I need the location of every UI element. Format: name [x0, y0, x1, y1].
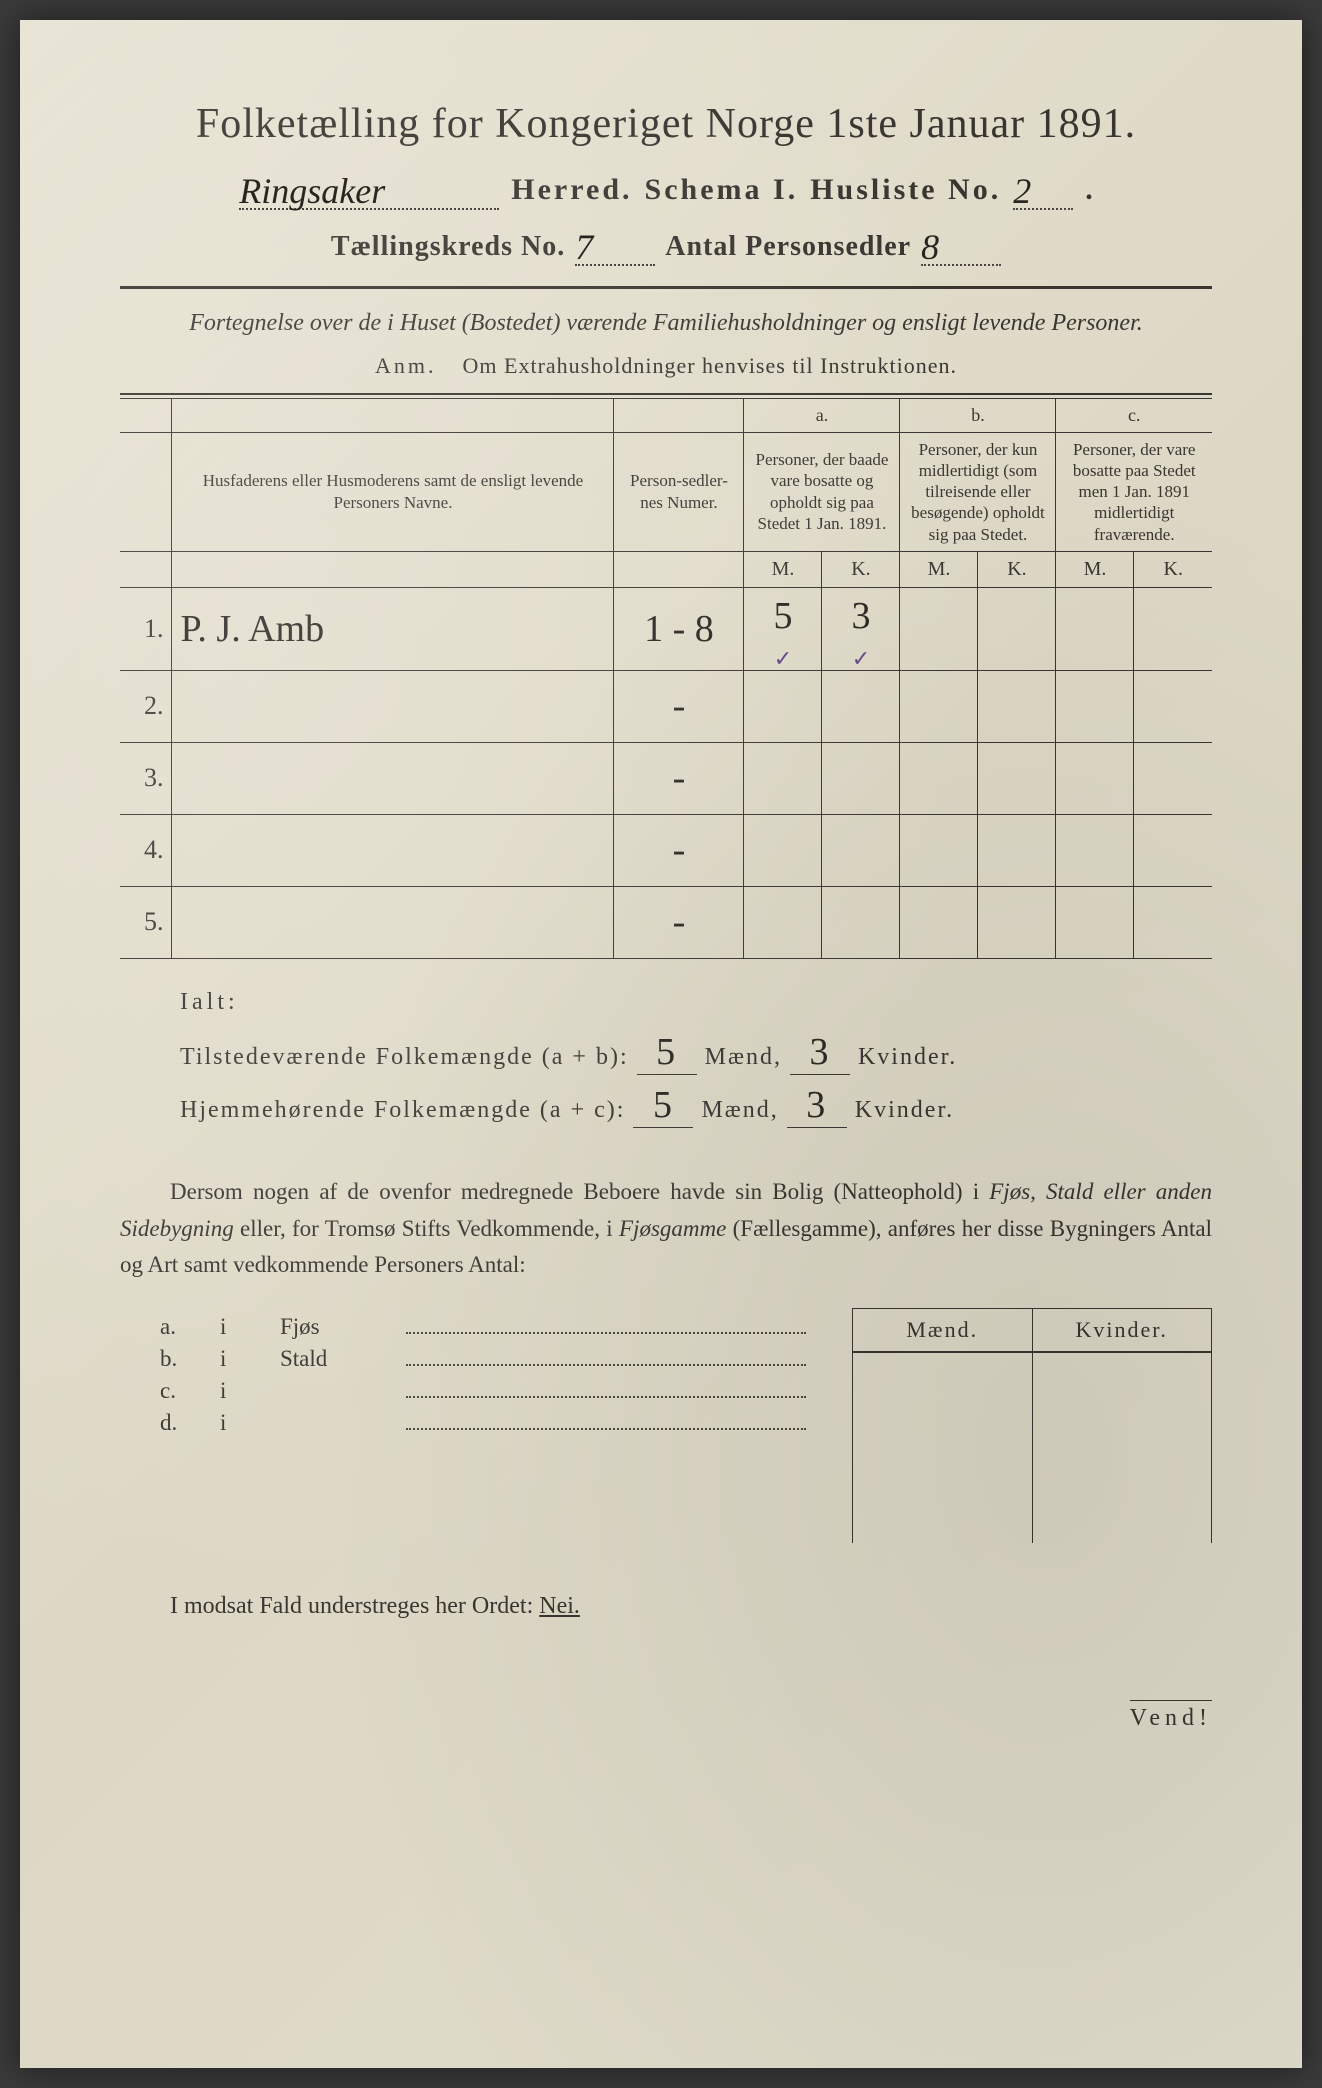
header-line-2: Ringsaker Herred. Schema I. Husliste No.… [120, 166, 1212, 210]
col-num-header: Person-sedler-nes Numer. [614, 432, 744, 551]
col-c-top: c. [1056, 399, 1212, 433]
dwelling-row: b.iStald [160, 1346, 852, 1372]
mk-grid [852, 1353, 1212, 1543]
table-row: 1. P. J. Amb 1 - 8 5✓ 3✓ [120, 587, 1212, 670]
anm-label: Anm. [375, 353, 437, 378]
page-title: Folketælling for Kongeriget Norge 1ste J… [120, 100, 1212, 148]
ialt-label: Ialt: [180, 989, 1212, 1016]
census-form-page: Folketælling for Kongeriget Norge 1ste J… [20, 20, 1302, 2068]
husliste-handwritten: 2 [1013, 171, 1031, 211]
total2-k: 3 [787, 1083, 847, 1128]
mk-m: M. [1056, 551, 1134, 587]
table-row: 5. - [120, 886, 1212, 958]
vend-label: Vend! [1130, 1700, 1212, 1732]
total-line-1: Tilstedeværende Folkemængde (a + b): 5 M… [180, 1030, 1212, 1075]
mk-m: M. [900, 551, 978, 587]
kreds-handwritten: 7 [575, 227, 594, 267]
kvinder-label: Kvinder. [855, 1097, 954, 1124]
mk-k: K. [822, 551, 900, 587]
col-name-header: Husfaderens eller Husmoderens samt de en… [172, 432, 614, 551]
total2-label: Hjemmehørende Folkemængde (a + c): [180, 1097, 625, 1124]
subtitle: Fortegnelse over de i Huset (Bostedet) v… [120, 307, 1212, 341]
totals-block: Ialt: Tilstedeværende Folkemængde (a + b… [180, 989, 1212, 1128]
herred-handwritten: Ringsaker [239, 171, 385, 211]
dwelling-row: c.i [160, 1378, 852, 1404]
maend-label: Mænd, [705, 1044, 782, 1071]
mk-m-label: Mænd. [853, 1309, 1033, 1351]
total2-m: 5 [633, 1083, 693, 1128]
rule-thick [120, 286, 1212, 289]
col-b-top: b. [900, 399, 1056, 433]
table-row: 4. - [120, 814, 1212, 886]
mk-k-label: Kvinder. [1033, 1309, 1212, 1351]
antal-label: Antal Personsedler [665, 231, 911, 263]
mk-m: M. [744, 551, 822, 587]
husliste-label: Husliste No. [810, 173, 1001, 207]
dwelling-list: a.iFjøs b.iStald c.i d.i [160, 1308, 852, 1543]
total1-label: Tilstedeværende Folkemængde (a + b): [180, 1044, 629, 1071]
anm-line: Anm. Om Extrahusholdninger henvises til … [120, 353, 1212, 379]
household-table: a. b. c. Husfaderens eller Husmoderens s… [120, 399, 1212, 959]
total1-m: 5 [637, 1030, 697, 1075]
table-row: 3. - [120, 742, 1212, 814]
dwelling-paragraph: Dersom nogen af de ovenfor medregnede Be… [120, 1174, 1212, 1284]
table-row: 2. - [120, 670, 1212, 742]
total-line-2: Hjemmehørende Folkemængde (a + c): 5 Mæn… [180, 1083, 1212, 1128]
col-a-top: a. [744, 399, 900, 433]
schema-label: Schema I. [645, 173, 799, 207]
dwelling-row: a.iFjøs [160, 1314, 852, 1340]
dwelling-row: d.i [160, 1410, 852, 1436]
herred-label: Herred. [511, 173, 632, 207]
kvinder-label: Kvinder. [858, 1044, 957, 1071]
kreds-label: Tællingskreds No. [331, 231, 565, 263]
mk-k: K. [1134, 551, 1212, 587]
col-a-header: Personer, der baade vare bosatte og opho… [744, 432, 900, 551]
mk-k: K. [978, 551, 1056, 587]
mk-header: Mænd. Kvinder. [852, 1308, 1212, 1353]
nei-line: I modsat Fald understreges her Ordet: Ne… [170, 1593, 1212, 1620]
col-b-header: Personer, der kun midlertidigt (som tilr… [900, 432, 1056, 551]
header-line-3: Tællingskreds No. 7 Antal Personsedler 8 [120, 222, 1212, 266]
maend-label: Mænd, [701, 1097, 778, 1124]
anm-text: Om Extrahusholdninger henvises til Instr… [463, 353, 957, 378]
nei-word: Nei. [539, 1593, 580, 1619]
col-c-header: Personer, der vare bosatte paa Stedet me… [1056, 432, 1212, 551]
total1-k: 3 [790, 1030, 850, 1075]
antal-handwritten: 8 [921, 227, 940, 267]
